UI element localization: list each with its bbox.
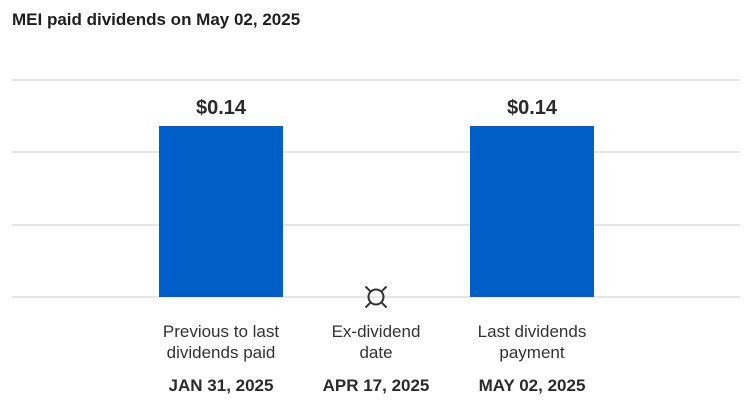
category-label: payment <box>499 343 564 362</box>
category-label: date <box>359 343 392 362</box>
bars <box>159 126 594 297</box>
category-label: Last dividends <box>478 322 587 341</box>
category-label: Previous to last <box>163 322 279 341</box>
bar-3 <box>470 126 594 297</box>
category-label: dividends paid <box>167 343 276 362</box>
category-label: Ex-dividend <box>332 322 421 341</box>
chart-title: MEI paid dividends on May 02, 2025 <box>12 10 301 29</box>
labels: $0.14 Previous to last dividends paid JAN 3… <box>163 97 586 395</box>
bar-value-label: $0.14 <box>507 97 558 119</box>
grid-lines <box>12 79 740 298</box>
date-label: JAN 31, 2025 <box>169 376 274 395</box>
bar-value-label: $0.14 <box>196 97 247 119</box>
bar-1 <box>159 126 283 297</box>
ex-dividend-icon <box>364 285 388 309</box>
date-label: APR 17, 2025 <box>323 376 430 395</box>
date-label: MAY 02, 2025 <box>479 376 586 395</box>
